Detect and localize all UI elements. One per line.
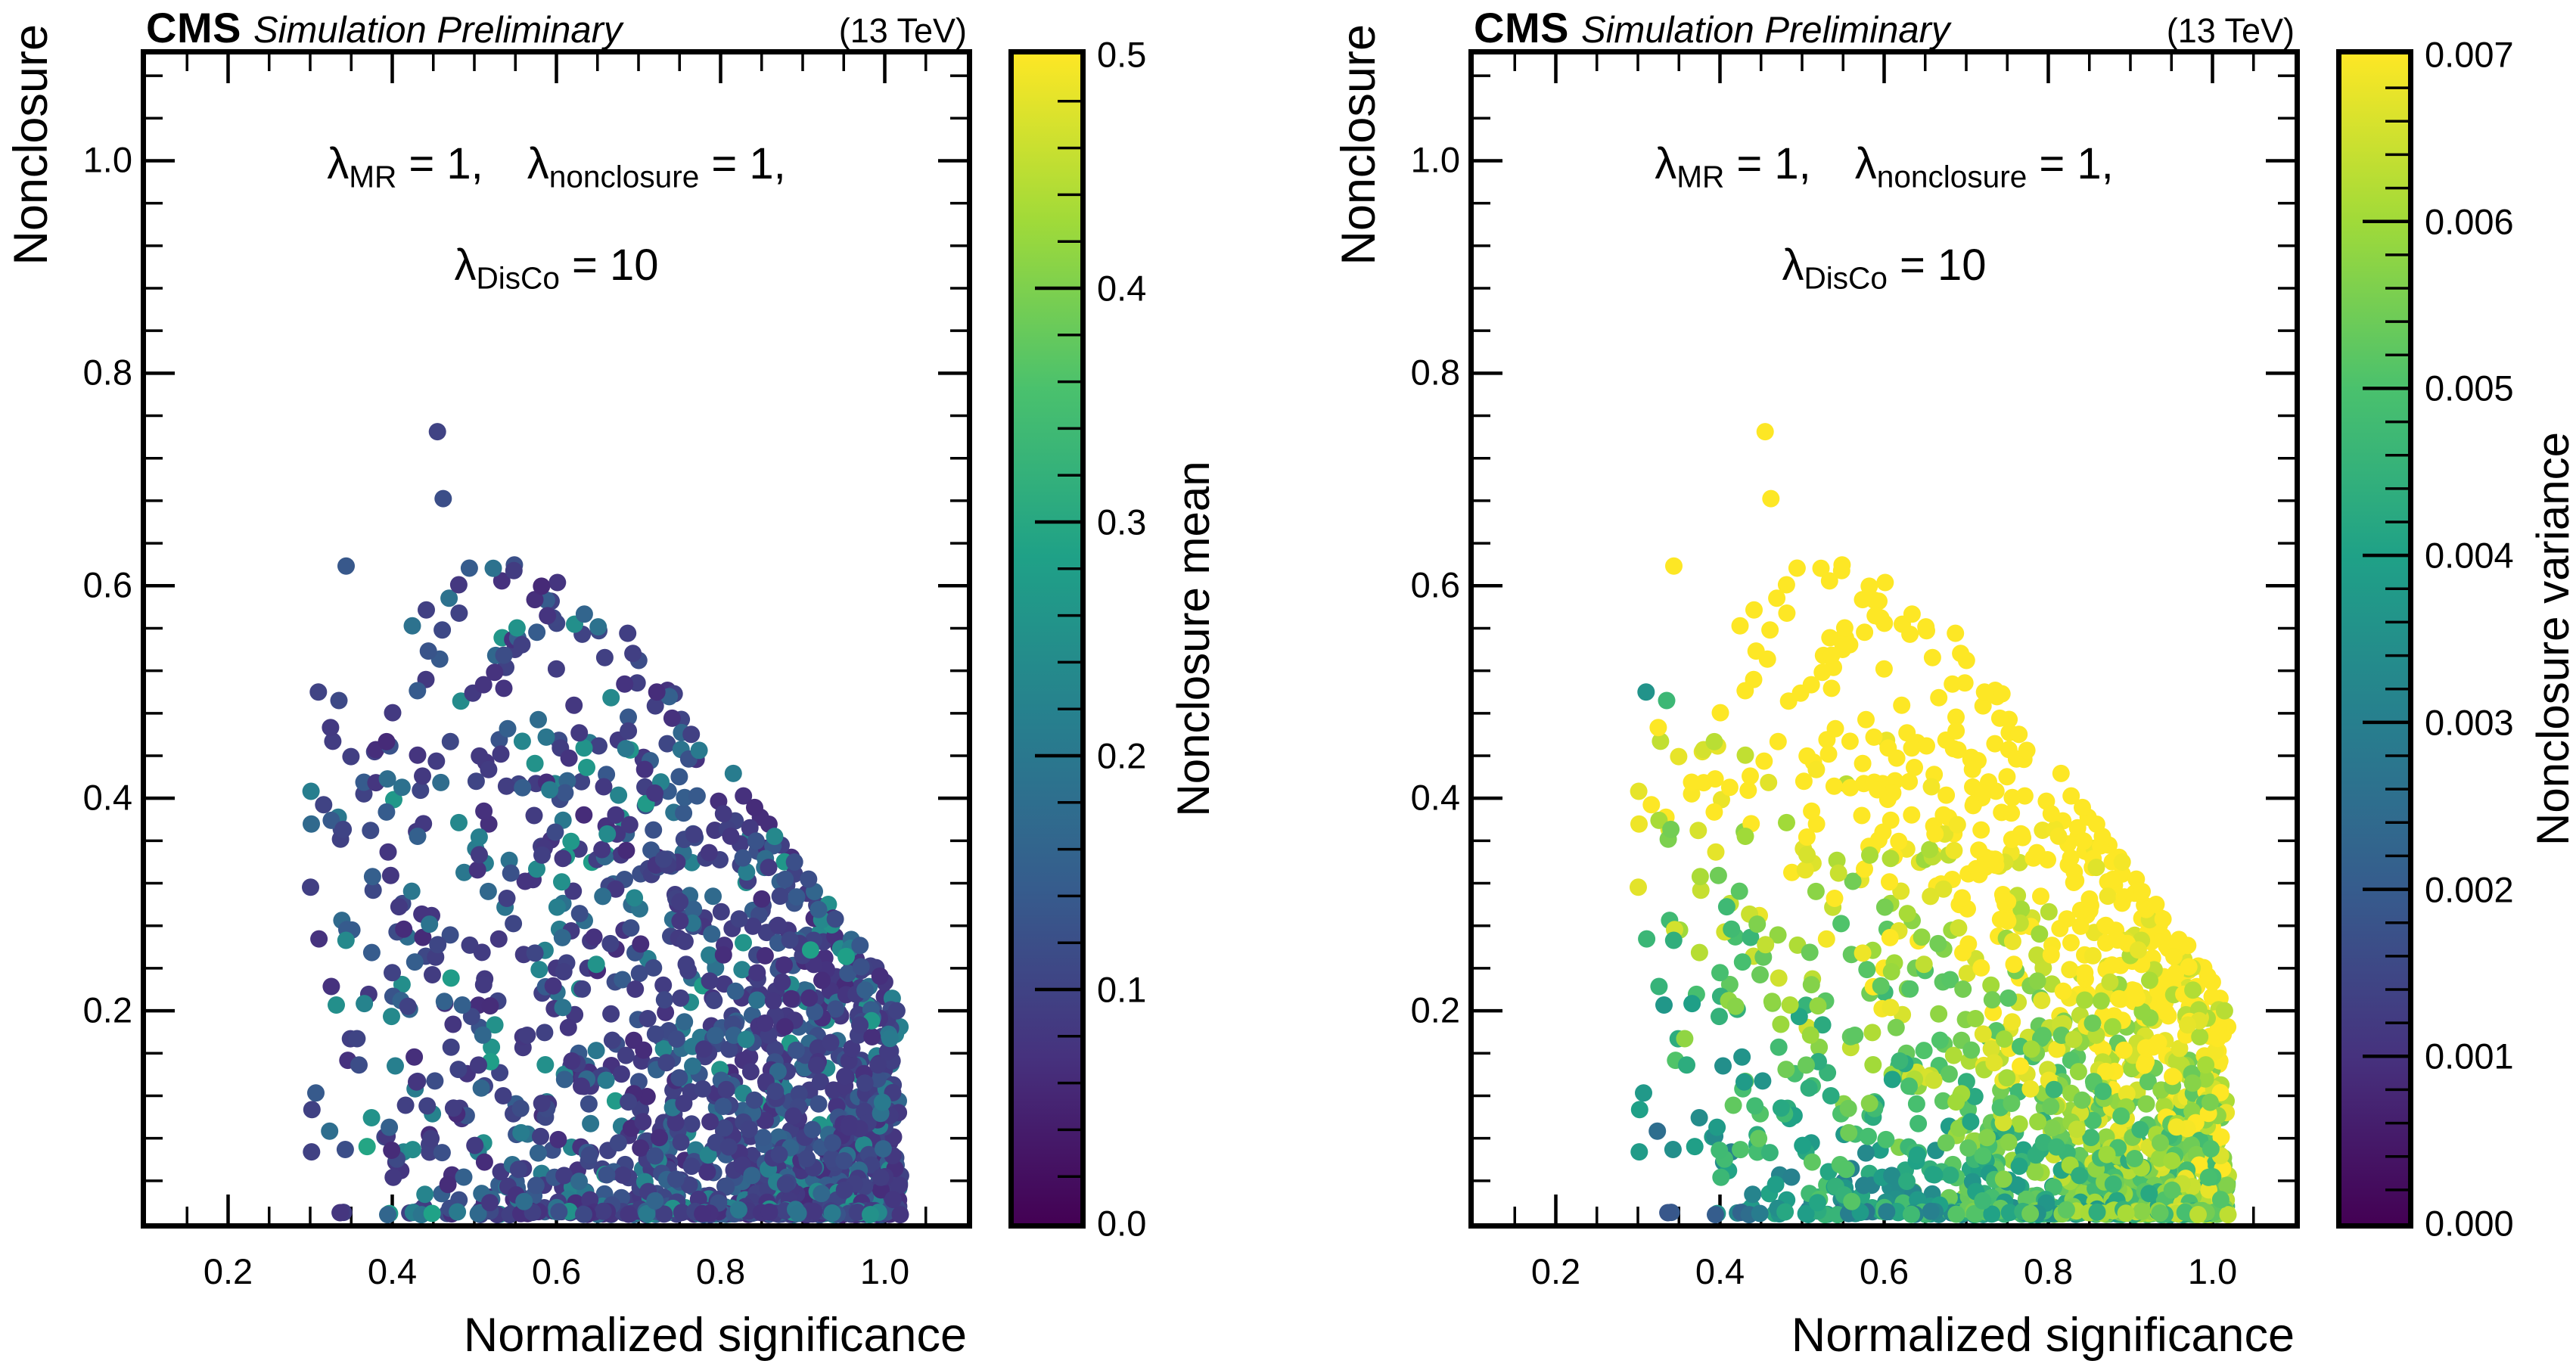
colorbar-title: Nonclosure mean [1168,461,1219,817]
x-tick-label: 0.4 [1695,1251,1745,1291]
plot-area: λMR = 1, λnonclosure = 1, λDisCo = 10 [1468,49,2300,1229]
cms-label: CMS [146,4,241,51]
colorbar-tick-labels: 0.000 0.001 0.002 0.003 0.004 0.005 0.006 0.007 [2425,35,2576,1244]
y-tick-labels: 0.2 0.4 0.6 0.8 1.0 [1301,54,1460,1223]
energy-label: (13 TeV) [838,11,967,50]
y-tick-labels: 0.2 0.4 0.6 0.8 1.0 [0,54,132,1223]
x-tick-label: 0.4 [367,1251,418,1291]
colorbar-tick-label: 0.0 [1097,1203,1147,1244]
cms-label: CMS [1474,4,1569,51]
x-axis-title: Normalized significance [1791,1309,2295,1362]
colorbar-tick-label: 0.5 [1097,34,1147,75]
y-tick-label: 0.8 [1410,352,1460,393]
y-tick-label: 0.2 [82,990,132,1030]
y-tick-label: 0.4 [1410,777,1460,818]
x-tick-labels: 0.2 0.4 0.6 0.8 1.0 [146,1250,967,1296]
colorbar-tick-label: 0.000 [2425,1203,2514,1244]
scatter-plot [1474,54,2295,1223]
colorbar-tick-label: 0.006 [2425,201,2514,242]
colorbar-tick-labels: 0.0 0.1 0.2 0.3 0.4 0.5 [1097,35,1286,1244]
colorbar-tick-label: 0.3 [1097,502,1147,542]
energy-label: (13 TeV) [2166,11,2295,50]
x-tick-label: 0.2 [1530,1251,1581,1291]
simulation-preliminary-label: Simulation Preliminary [253,10,623,51]
scatter-plot [146,54,967,1223]
lambda-annotation: λMR = 1, λnonclosure = 1, λDisCo = 10 [327,139,786,296]
colorbar-tick-label: 0.003 [2425,702,2514,743]
plot-header: CMS Simulation Preliminary (13 TeV) [1474,3,2295,51]
colorbar-tick-label: 0.007 [2425,34,2514,75]
x-tick-label: 0.8 [2023,1251,2074,1291]
lambda-annotation: λMR = 1, λnonclosure = 1, λDisCo = 10 [1655,139,2114,296]
x-tick-labels: 0.2 0.4 0.6 0.8 1.0 [1474,1250,2295,1296]
colorbar-tick-label: 0.2 [1097,735,1147,776]
colorbar-tick-label: 0.1 [1097,969,1147,1010]
colorbar-ticks [1035,100,1080,1178]
y-tick-label: 1.0 [1410,139,1460,180]
y-tick-label: 0.6 [82,564,132,605]
x-tick-label: 0.2 [203,1251,253,1291]
colorbar-tick-label: 0.002 [2425,869,2514,910]
x-tick-label: 0.6 [1859,1251,1909,1291]
x-tick-label: 0.6 [531,1251,582,1291]
colorbar-tick-label: 0.004 [2425,535,2514,576]
y-tick-label: 0.8 [82,352,132,393]
y-tick-label: 0.6 [1410,564,1460,605]
colorbar-ticks [2363,86,2408,1191]
plot-area: λMR = 1, λnonclosure = 1, λDisCo = 10 [141,49,972,1229]
plot-header: CMS Simulation Preliminary (13 TeV) [146,3,967,51]
colorbar-tick-label: 0.001 [2425,1036,2514,1077]
colorbar [1008,49,1086,1229]
y-tick-label: 1.0 [82,139,132,180]
colorbar [2336,49,2413,1229]
x-tick-label: 1.0 [859,1251,910,1291]
colorbar-tick-label: 0.005 [2425,368,2514,409]
y-tick-label: 0.4 [82,777,132,818]
x-axis-title: Normalized significance [463,1309,967,1362]
simulation-preliminary-label: Simulation Preliminary [1580,10,1950,51]
colorbar-title: Nonclosure variance [2528,432,2576,846]
x-tick-label: 0.8 [695,1251,746,1291]
x-tick-label: 1.0 [2187,1251,2238,1291]
y-tick-label: 0.2 [1410,990,1460,1030]
colorbar-tick-label: 0.4 [1097,268,1147,309]
